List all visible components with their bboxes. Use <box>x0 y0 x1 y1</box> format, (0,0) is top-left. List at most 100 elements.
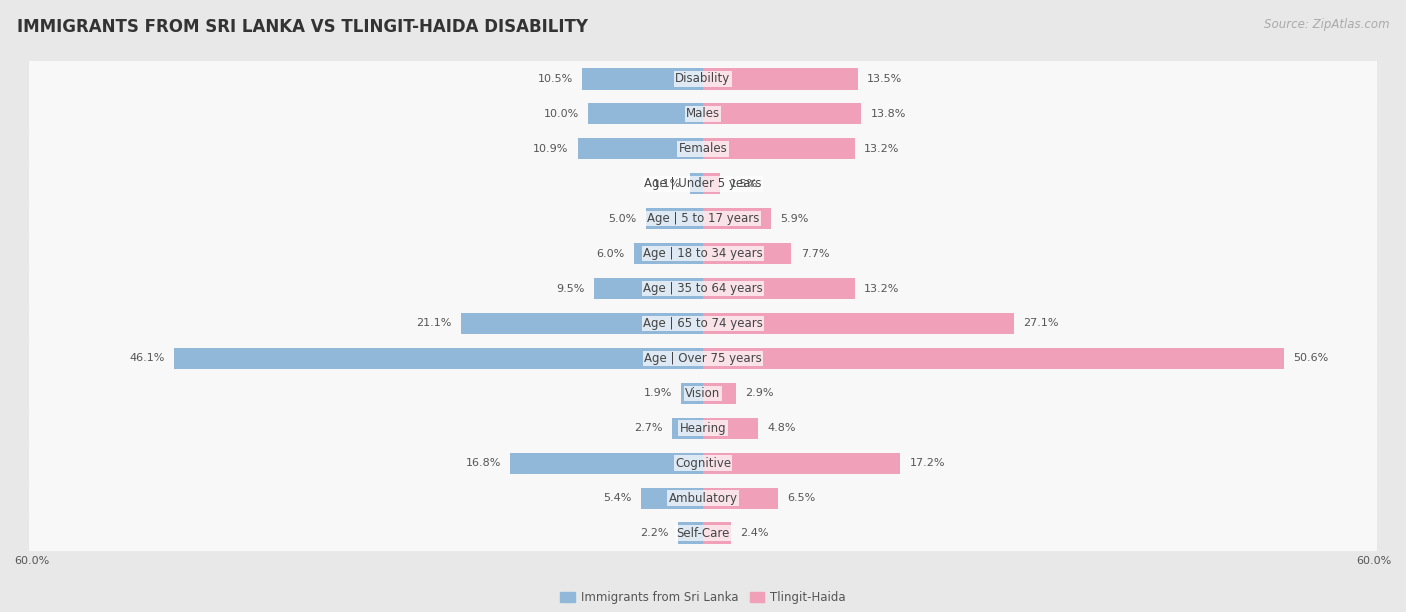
FancyBboxPatch shape <box>30 291 1376 356</box>
FancyBboxPatch shape <box>30 360 1376 427</box>
Bar <box>681 382 703 405</box>
FancyBboxPatch shape <box>30 465 1376 532</box>
Text: 10.9%: 10.9% <box>533 144 568 154</box>
Text: 1.5%: 1.5% <box>730 179 758 188</box>
FancyBboxPatch shape <box>30 151 1376 217</box>
Bar <box>634 243 703 264</box>
FancyBboxPatch shape <box>30 395 1376 461</box>
FancyBboxPatch shape <box>30 395 1376 461</box>
Bar <box>703 138 855 160</box>
FancyBboxPatch shape <box>30 116 1376 182</box>
Text: Age | 18 to 34 years: Age | 18 to 34 years <box>643 247 763 260</box>
FancyBboxPatch shape <box>30 430 1376 496</box>
Legend: Immigrants from Sri Lanka, Tlingit-Haida: Immigrants from Sri Lanka, Tlingit-Haida <box>555 586 851 608</box>
Text: 2.2%: 2.2% <box>640 528 669 539</box>
Bar <box>593 278 703 299</box>
Bar <box>678 523 703 544</box>
Bar <box>578 138 703 160</box>
Bar <box>582 68 703 89</box>
Text: 21.1%: 21.1% <box>416 318 451 329</box>
Text: 13.8%: 13.8% <box>870 109 905 119</box>
FancyBboxPatch shape <box>30 326 1376 391</box>
Bar <box>510 452 703 474</box>
Text: 2.4%: 2.4% <box>740 528 768 539</box>
Bar <box>690 173 703 195</box>
Text: 6.5%: 6.5% <box>787 493 815 503</box>
Bar <box>703 417 758 439</box>
Bar <box>703 452 900 474</box>
FancyBboxPatch shape <box>30 185 1376 252</box>
Text: Hearing: Hearing <box>679 422 727 435</box>
FancyBboxPatch shape <box>30 360 1376 427</box>
Text: 50.6%: 50.6% <box>1294 354 1329 364</box>
Text: Age | Over 75 years: Age | Over 75 years <box>644 352 762 365</box>
Text: 60.0%: 60.0% <box>1357 556 1392 566</box>
Text: 16.8%: 16.8% <box>465 458 501 468</box>
Text: 1.1%: 1.1% <box>652 179 681 188</box>
Bar <box>703 103 862 124</box>
Text: 13.2%: 13.2% <box>863 144 898 154</box>
Text: Ambulatory: Ambulatory <box>668 492 738 505</box>
Bar <box>174 348 703 369</box>
Bar <box>588 103 703 124</box>
Text: 13.5%: 13.5% <box>868 73 903 84</box>
FancyBboxPatch shape <box>30 221 1376 286</box>
Bar <box>703 313 1014 334</box>
Bar <box>703 243 792 264</box>
FancyBboxPatch shape <box>30 80 1376 147</box>
Text: Disability: Disability <box>675 72 731 85</box>
Text: 5.9%: 5.9% <box>780 214 808 223</box>
FancyBboxPatch shape <box>30 185 1376 252</box>
FancyBboxPatch shape <box>30 116 1376 182</box>
FancyBboxPatch shape <box>30 500 1376 567</box>
Text: Source: ZipAtlas.com: Source: ZipAtlas.com <box>1264 18 1389 31</box>
Text: 10.5%: 10.5% <box>538 73 574 84</box>
Text: 27.1%: 27.1% <box>1024 318 1059 329</box>
Text: 13.2%: 13.2% <box>863 283 898 294</box>
Text: Age | Under 5 years: Age | Under 5 years <box>644 177 762 190</box>
FancyBboxPatch shape <box>30 151 1376 217</box>
Bar <box>641 488 703 509</box>
Text: 2.9%: 2.9% <box>745 389 773 398</box>
Text: 7.7%: 7.7% <box>800 248 830 258</box>
FancyBboxPatch shape <box>30 501 1376 566</box>
Text: IMMIGRANTS FROM SRI LANKA VS TLINGIT-HAIDA DISABILITY: IMMIGRANTS FROM SRI LANKA VS TLINGIT-HAI… <box>17 18 588 36</box>
Text: 46.1%: 46.1% <box>129 354 165 364</box>
FancyBboxPatch shape <box>30 430 1376 496</box>
Bar <box>703 207 770 230</box>
Bar <box>672 417 703 439</box>
Bar <box>703 382 737 405</box>
FancyBboxPatch shape <box>30 46 1376 111</box>
Text: 10.0%: 10.0% <box>544 109 579 119</box>
Bar <box>703 348 1284 369</box>
Text: Females: Females <box>679 142 727 155</box>
Bar <box>703 173 720 195</box>
Text: Age | 65 to 74 years: Age | 65 to 74 years <box>643 317 763 330</box>
FancyBboxPatch shape <box>30 325 1376 392</box>
Text: 9.5%: 9.5% <box>557 283 585 294</box>
Text: Cognitive: Cognitive <box>675 457 731 470</box>
Text: 1.9%: 1.9% <box>644 389 672 398</box>
Bar <box>703 488 778 509</box>
FancyBboxPatch shape <box>30 290 1376 357</box>
Text: 6.0%: 6.0% <box>596 248 624 258</box>
Text: Age | 5 to 17 years: Age | 5 to 17 years <box>647 212 759 225</box>
Text: Vision: Vision <box>685 387 721 400</box>
Bar <box>461 313 703 334</box>
FancyBboxPatch shape <box>30 256 1376 321</box>
FancyBboxPatch shape <box>30 45 1376 112</box>
FancyBboxPatch shape <box>30 466 1376 531</box>
Text: 17.2%: 17.2% <box>910 458 945 468</box>
FancyBboxPatch shape <box>30 255 1376 322</box>
Text: Males: Males <box>686 107 720 120</box>
Text: 60.0%: 60.0% <box>14 556 49 566</box>
Text: 4.8%: 4.8% <box>768 424 796 433</box>
Bar <box>703 278 855 299</box>
Bar <box>703 523 731 544</box>
Text: 5.4%: 5.4% <box>603 493 631 503</box>
Text: Self-Care: Self-Care <box>676 527 730 540</box>
Text: 2.7%: 2.7% <box>634 424 662 433</box>
FancyBboxPatch shape <box>30 220 1376 287</box>
FancyBboxPatch shape <box>30 81 1376 146</box>
Text: Age | 35 to 64 years: Age | 35 to 64 years <box>643 282 763 295</box>
